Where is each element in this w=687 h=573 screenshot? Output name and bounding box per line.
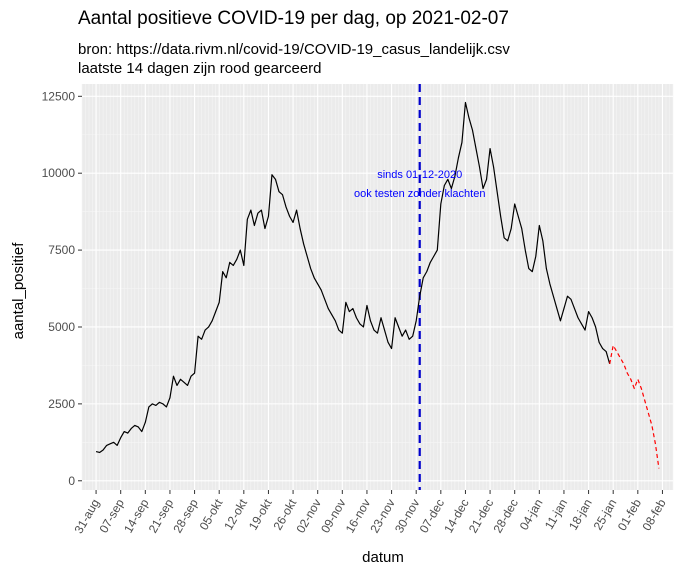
annotation-layer: sinds 01-12-2020 ook testen zonder klacht… (354, 169, 485, 200)
chart-title: Aantal positieve COVID-19 per dag, op 20… (78, 8, 509, 29)
y-axis-ticks: 0 2500 5000 7500 10000 12500 (42, 89, 82, 488)
x-tick-label: 08-feb (640, 496, 669, 533)
x-tick-label: 12-okt (221, 496, 250, 532)
series-line-1 (609, 344, 660, 469)
x-tick-label: 05-okt (197, 496, 226, 532)
y-tick-label: 5000 (48, 320, 75, 334)
y-tick-label: 10000 (42, 166, 76, 180)
y-axis-label: aantal_positief (10, 242, 27, 340)
x-tick-label: 28-dec (490, 497, 520, 536)
chart-subtitle-line-2: laatste 14 dagen zijn rood gearceerd (78, 60, 322, 77)
y-tick-label: 2500 (48, 397, 75, 411)
x-tick-label: 19-okt (246, 496, 275, 532)
annotation-line-2: ook testen zonder klachten (354, 188, 485, 200)
x-axis-label: datum (362, 549, 404, 566)
series-line-0 (95, 101, 611, 454)
x-axis-ticks: 31-aug07-sep14-sep21-sep28-sep05-okt12-o… (71, 490, 669, 536)
series-layer (95, 101, 660, 469)
y-tick-label: 0 (68, 474, 75, 488)
x-tick-label: 18-jan (566, 497, 595, 533)
x-tick-label: 04-jan (517, 497, 546, 533)
chart-subtitle-line-1: bron: https://data.rivm.nl/covid-19/COVI… (78, 41, 510, 58)
grid-major (82, 84, 673, 490)
y-tick-label: 12500 (42, 89, 76, 103)
x-tick-label: 01-feb (615, 496, 644, 533)
y-tick-label: 7500 (48, 243, 75, 257)
x-tick-label: 28-sep (170, 496, 201, 535)
annotation-line-1: sinds 01-12-2020 (377, 169, 462, 181)
